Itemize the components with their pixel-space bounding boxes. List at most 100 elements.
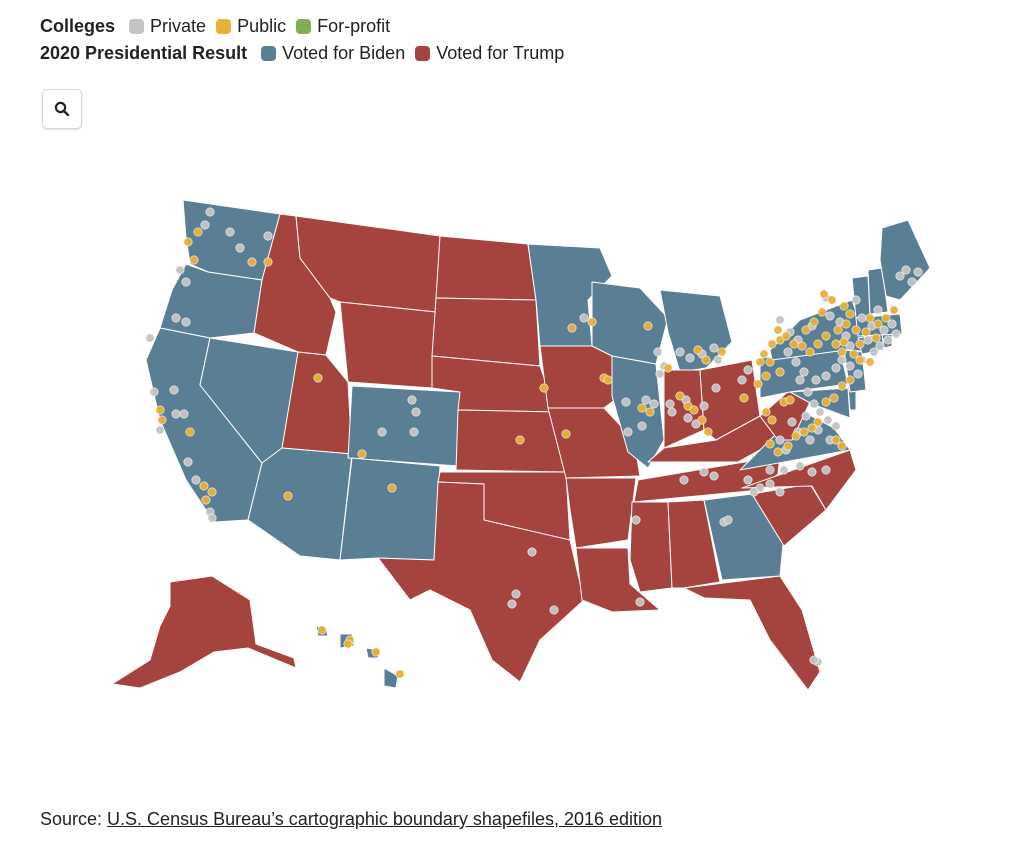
college-dot-public[interactable] bbox=[773, 447, 783, 457]
college-dot-public[interactable] bbox=[809, 317, 819, 327]
college-dot-private[interactable] bbox=[801, 411, 811, 421]
college-dot-public[interactable] bbox=[889, 305, 899, 315]
college-dot-private[interactable] bbox=[851, 295, 861, 305]
college-dot-public[interactable] bbox=[193, 227, 203, 237]
college-dot-public[interactable] bbox=[861, 327, 871, 337]
college-dot-private[interactable] bbox=[907, 277, 917, 287]
college-dot-private[interactable] bbox=[863, 335, 873, 345]
college-dot-public[interactable] bbox=[703, 427, 713, 437]
college-dot-public[interactable] bbox=[773, 325, 783, 335]
college-dot-private[interactable] bbox=[377, 427, 387, 437]
college-dot-private[interactable] bbox=[743, 475, 753, 485]
college-dot-private[interactable] bbox=[631, 515, 641, 525]
college-dot-private[interactable] bbox=[857, 313, 867, 323]
state-nc[interactable] bbox=[741, 449, 857, 511]
college-dot-public[interactable] bbox=[865, 357, 875, 367]
college-dot-private[interactable] bbox=[869, 347, 879, 357]
college-dot-private[interactable] bbox=[823, 415, 833, 425]
college-dot-public[interactable] bbox=[761, 407, 771, 417]
college-dot-public[interactable] bbox=[855, 355, 865, 365]
college-dot-public[interactable] bbox=[789, 339, 799, 349]
college-dot-private[interactable] bbox=[815, 407, 825, 417]
college-dot-private[interactable] bbox=[913, 267, 923, 277]
college-dot-public[interactable] bbox=[855, 339, 865, 349]
college-dot-private[interactable] bbox=[175, 265, 185, 275]
college-dot-private[interactable] bbox=[183, 457, 193, 467]
college-dot-private[interactable] bbox=[795, 375, 805, 385]
college-dot-public[interactable] bbox=[821, 331, 831, 341]
college-dot-public[interactable] bbox=[761, 371, 771, 381]
college-dot-private[interactable] bbox=[787, 417, 797, 427]
college-dot-private[interactable] bbox=[145, 333, 155, 343]
college-dot-private[interactable] bbox=[873, 305, 883, 315]
college-dot-public[interactable] bbox=[317, 625, 327, 635]
college-dot-private[interactable] bbox=[853, 369, 863, 379]
college-dot-private[interactable] bbox=[807, 467, 817, 477]
college-dot-private[interactable] bbox=[711, 383, 721, 393]
college-dot-public[interactable] bbox=[839, 337, 849, 347]
college-dot-public[interactable] bbox=[199, 481, 209, 491]
college-dot-private[interactable] bbox=[809, 399, 819, 409]
college-dot-private[interactable] bbox=[683, 413, 693, 423]
college-dot-private[interactable] bbox=[205, 207, 215, 217]
college-dot-public[interactable] bbox=[313, 373, 323, 383]
college-dot-private[interactable] bbox=[775, 487, 785, 497]
college-dot-private[interactable] bbox=[679, 475, 689, 485]
college-dot-public[interactable] bbox=[753, 379, 763, 389]
college-dot-private[interactable] bbox=[171, 313, 181, 323]
state-ks[interactable] bbox=[455, 409, 567, 473]
state-la[interactable] bbox=[575, 547, 661, 613]
college-dot-public[interactable] bbox=[783, 441, 793, 451]
college-dot-private[interactable] bbox=[831, 363, 841, 373]
college-dot-public[interactable] bbox=[343, 639, 353, 649]
college-dot-public[interactable] bbox=[845, 375, 855, 385]
source-link[interactable]: U.S. Census Bureau’s cartographic bounda… bbox=[107, 809, 663, 829]
college-dot-public[interactable] bbox=[765, 439, 775, 449]
state-ms[interactable] bbox=[629, 501, 673, 593]
college-dot-private[interactable] bbox=[655, 369, 665, 379]
college-dot-public[interactable] bbox=[663, 363, 673, 373]
college-dot-private[interactable] bbox=[411, 407, 421, 417]
state-wv[interactable] bbox=[759, 389, 811, 441]
college-dot-private[interactable] bbox=[637, 421, 647, 431]
college-dot-private[interactable] bbox=[171, 409, 181, 419]
college-dot-public[interactable] bbox=[645, 407, 655, 417]
college-dot-private[interactable] bbox=[225, 227, 235, 237]
college-dot-public[interactable] bbox=[587, 317, 597, 327]
college-dot-public[interactable] bbox=[189, 255, 199, 265]
college-dot-public[interactable] bbox=[739, 393, 749, 403]
college-dot-private[interactable] bbox=[653, 347, 663, 357]
college-dot-private[interactable] bbox=[895, 271, 905, 281]
college-dot-public[interactable] bbox=[851, 325, 861, 335]
state-wy[interactable] bbox=[339, 301, 437, 389]
college-dot-private[interactable] bbox=[527, 547, 537, 557]
college-dot-public[interactable] bbox=[833, 325, 843, 335]
college-dot-public[interactable] bbox=[183, 237, 193, 247]
college-dot-private[interactable] bbox=[713, 355, 723, 365]
college-dot-private[interactable] bbox=[699, 467, 709, 477]
college-dot-public[interactable] bbox=[837, 381, 847, 391]
college-dot-public[interactable] bbox=[561, 429, 571, 439]
college-dot-private[interactable] bbox=[191, 475, 201, 485]
college-dot-public[interactable] bbox=[697, 415, 707, 425]
college-dot-public[interactable] bbox=[839, 301, 849, 311]
college-dot-private[interactable] bbox=[821, 465, 831, 475]
college-dot-private[interactable] bbox=[783, 347, 793, 357]
college-dot-public[interactable] bbox=[819, 289, 829, 299]
college-dot-public[interactable] bbox=[849, 349, 859, 359]
college-dot-private[interactable] bbox=[845, 361, 855, 371]
college-dot-public[interactable] bbox=[813, 417, 823, 427]
college-dot-public[interactable] bbox=[717, 347, 727, 357]
college-dot-private[interactable] bbox=[811, 375, 821, 385]
college-dot-private[interactable] bbox=[901, 265, 911, 275]
college-dot-private[interactable] bbox=[665, 399, 675, 409]
college-dot-private[interactable] bbox=[549, 605, 559, 615]
college-dot-private[interactable] bbox=[765, 465, 775, 475]
college-dot-private[interactable] bbox=[775, 435, 785, 445]
college-dot-private[interactable] bbox=[149, 387, 159, 397]
college-dot-private[interactable] bbox=[883, 335, 893, 345]
college-dot-public[interactable] bbox=[207, 487, 217, 497]
college-dot-public[interactable] bbox=[155, 405, 165, 415]
college-dot-public[interactable] bbox=[755, 357, 765, 367]
college-dot-public[interactable] bbox=[821, 397, 831, 407]
